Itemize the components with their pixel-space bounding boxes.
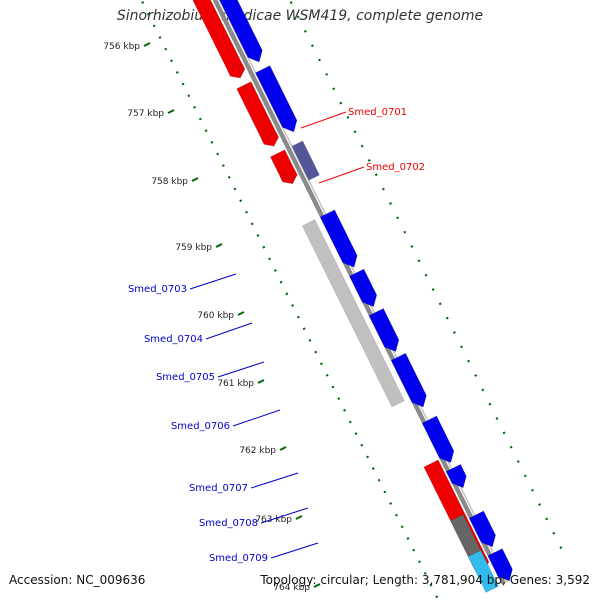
gene-leader-line	[260, 507, 309, 524]
forward-gene-7	[468, 510, 496, 548]
tick-mark	[191, 177, 199, 182]
tick-label: 756 kbp	[103, 42, 140, 52]
gene-leader-line	[318, 166, 365, 184]
tick-mark	[167, 109, 175, 114]
forward-gene-4	[390, 352, 427, 408]
gene-leader-line	[217, 361, 265, 378]
reverse-gene-tip-1	[227, 63, 246, 79]
gene-label-smed_0708: Smed_0708	[199, 518, 258, 529]
other-feature-0702	[291, 140, 320, 181]
tick-label: 760 kbp	[197, 311, 234, 321]
reverse-gene-tip-3	[279, 169, 298, 185]
gene-label-smed_0701: Smed_0701	[348, 107, 407, 118]
tick-label: 764 kbp	[273, 583, 310, 593]
gene-leader-line	[270, 542, 319, 559]
tick-label: 758 kbp	[151, 177, 188, 187]
forward-gene-8	[487, 548, 513, 582]
tick-label: 763 kbp	[255, 515, 292, 525]
tick-label: 757 kbp	[127, 109, 164, 119]
gene-label-smed_0709: Smed_0709	[209, 553, 268, 564]
reverse-gene-tip-2	[261, 131, 279, 147]
tick-mark	[279, 446, 287, 451]
gene-label-smed_0706: Smed_0706	[171, 421, 230, 432]
forward-gene-5	[421, 415, 455, 464]
forward-gene-top-2	[255, 65, 298, 133]
gene-label-smed_0703: Smed_0703	[128, 284, 187, 295]
tick-mark	[237, 311, 245, 316]
genome-summary-text: Topology: circular; Length: 3,781,904 bp…	[260, 573, 590, 587]
tick-mark	[313, 583, 321, 588]
forward-gene-6	[445, 464, 467, 489]
gene-label-smed_0705: Smed_0705	[156, 372, 215, 383]
forward-gene-2	[349, 268, 378, 308]
tick-label: 761 kbp	[217, 379, 254, 389]
gene-leader-line	[232, 409, 281, 427]
gene-label-smed_0702: Smed_0702	[366, 162, 425, 173]
forward-gene-1	[319, 209, 358, 268]
gene-leader-line	[250, 472, 299, 489]
gene-leader-line	[189, 273, 237, 290]
gene-leader-line	[205, 322, 253, 340]
tick-label: 759 kbp	[175, 243, 212, 253]
accession-text: Accession: NC_009636	[9, 573, 146, 587]
tick-mark	[143, 42, 151, 47]
tick-mark	[257, 379, 265, 384]
gene-leader-line	[300, 111, 347, 129]
gene-label-smed_0707: Smed_0707	[189, 483, 248, 494]
tick-mark	[215, 243, 223, 248]
tick-label: 762 kbp	[239, 446, 276, 456]
operon-bar	[301, 219, 405, 408]
tick-mark	[295, 515, 303, 520]
forward-gene-top-1	[219, 0, 263, 63]
gene-label-smed_0704: Smed_0704	[144, 334, 203, 345]
rna-feature	[467, 549, 499, 593]
forward-gene-3	[368, 308, 400, 352]
